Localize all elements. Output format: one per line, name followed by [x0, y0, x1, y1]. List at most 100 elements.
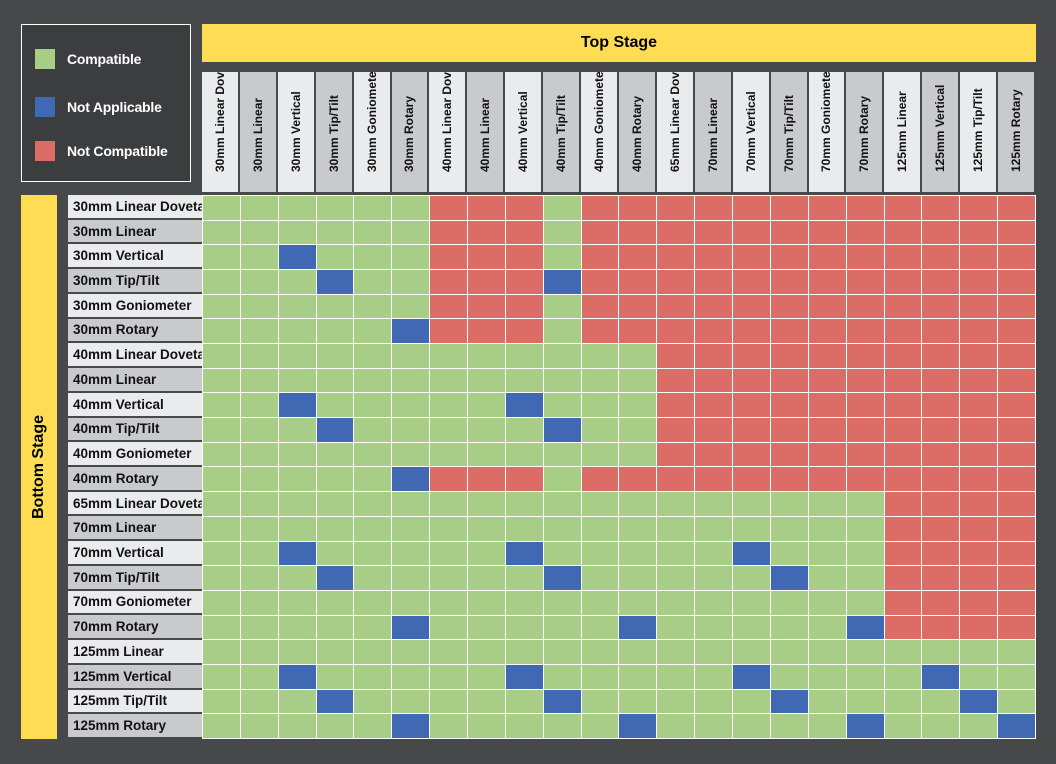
cell-not-compatible	[695, 368, 733, 393]
cell-compatible	[354, 319, 392, 344]
cell-compatible	[808, 516, 846, 541]
cell-not-compatible	[733, 245, 770, 270]
cell-compatible	[733, 615, 770, 640]
cell-not-compatible	[619, 196, 657, 220]
row-header: 70mm Rotary	[68, 615, 203, 641]
cell-compatible	[354, 393, 392, 418]
column-header-label: 125mm Tip/Tilt	[971, 88, 986, 172]
cell-compatible	[808, 590, 846, 615]
cell-not-compatible	[770, 467, 808, 492]
cell-not-compatible	[960, 492, 998, 516]
cell-compatible	[998, 640, 1035, 664]
cell-not-compatible	[960, 590, 998, 615]
column-header: 30mm Linear Dovetail	[202, 72, 240, 192]
cell-not-compatible	[922, 294, 960, 319]
cell-not-compatible	[922, 196, 960, 220]
cell-not-compatible	[505, 319, 543, 344]
cell-not-compatible	[846, 418, 884, 442]
cell-not-compatible	[430, 196, 468, 220]
cell-not-compatible	[846, 270, 884, 294]
cell-compatible	[581, 640, 619, 664]
cell-compatible	[203, 541, 240, 566]
cell-not-compatible	[619, 319, 657, 344]
cell-not-compatible	[960, 270, 998, 294]
cell-not-applicable	[316, 566, 354, 590]
cell-not-compatible	[581, 196, 619, 220]
cell-compatible	[468, 541, 505, 566]
column-header-label: 30mm Linear Dovetail	[212, 72, 227, 172]
cell-not-compatible	[884, 393, 922, 418]
cell-compatible	[430, 368, 468, 393]
cell-compatible	[430, 418, 468, 442]
cell-not-compatible	[960, 516, 998, 541]
cell-compatible	[278, 467, 316, 492]
cell-compatible	[203, 393, 240, 418]
cell-not-compatible	[922, 220, 960, 245]
cell-not-compatible	[657, 418, 695, 442]
cell-not-compatible	[998, 516, 1035, 541]
cell-not-compatible	[770, 245, 808, 270]
row-header: 30mm Goniometer	[68, 293, 203, 319]
cell-compatible	[203, 196, 240, 220]
cell-not-compatible	[846, 368, 884, 393]
cell-compatible	[619, 344, 657, 368]
cell-not-applicable	[316, 270, 354, 294]
cell-compatible	[581, 393, 619, 418]
cell-compatible	[240, 664, 278, 689]
cell-compatible	[430, 664, 468, 689]
column-header: 40mm Rotary	[619, 72, 657, 192]
column-header: 125mm Tip/Tilt	[960, 72, 999, 192]
cell-compatible	[316, 220, 354, 245]
cell-not-compatible	[505, 196, 543, 220]
cell-compatible	[505, 368, 543, 393]
cell-not-compatible	[695, 319, 733, 344]
cell-compatible	[203, 270, 240, 294]
cell-compatible	[278, 270, 316, 294]
cell-compatible	[430, 344, 468, 368]
cell-not-compatible	[468, 319, 505, 344]
cell-not-compatible	[695, 418, 733, 442]
cell-compatible	[203, 418, 240, 442]
cell-not-compatible	[998, 196, 1035, 220]
cell-not-compatible	[733, 418, 770, 442]
cell-compatible	[543, 220, 581, 245]
column-header: 40mm Linear	[467, 72, 506, 192]
cell-compatible	[354, 492, 392, 516]
column-header: 30mm Linear	[239, 72, 278, 192]
cell-compatible	[354, 467, 392, 492]
cell-compatible	[278, 344, 316, 368]
cell-compatible	[392, 640, 430, 664]
cell-compatible	[240, 294, 278, 319]
cell-compatible	[316, 442, 354, 467]
cell-not-compatible	[657, 294, 695, 319]
row-header: 125mm Linear	[68, 640, 203, 665]
cell-compatible	[695, 516, 733, 541]
cell-compatible	[278, 640, 316, 664]
legend-label-not-compatible: Not Compatible	[67, 143, 168, 159]
cell-compatible	[430, 492, 468, 516]
cell-compatible	[316, 714, 354, 738]
cell-not-applicable	[392, 615, 430, 640]
cell-compatible	[316, 640, 354, 664]
cell-compatible	[316, 319, 354, 344]
cell-compatible	[430, 541, 468, 566]
cell-compatible	[240, 640, 278, 664]
cell-compatible	[657, 714, 695, 738]
cell-compatible	[619, 689, 657, 714]
cell-compatible	[922, 714, 960, 738]
cell-compatible	[468, 689, 505, 714]
cell-not-compatible	[581, 220, 619, 245]
cell-not-compatible	[922, 492, 960, 516]
cell-not-compatible	[581, 467, 619, 492]
cell-compatible	[505, 640, 543, 664]
column-header: 65mm Linear Dovetail	[656, 72, 695, 192]
cell-not-compatible	[808, 319, 846, 344]
cell-compatible	[278, 220, 316, 245]
cell-not-compatible	[808, 294, 846, 319]
cell-not-compatible	[808, 393, 846, 418]
cell-not-compatible	[846, 245, 884, 270]
cell-compatible	[505, 344, 543, 368]
cell-compatible	[430, 393, 468, 418]
cell-compatible	[203, 344, 240, 368]
cell-compatible	[354, 220, 392, 245]
